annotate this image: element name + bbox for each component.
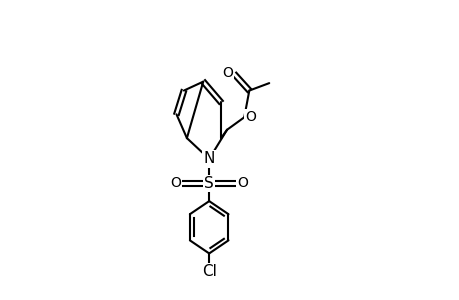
Text: N: N <box>203 152 214 166</box>
Text: O: O <box>237 176 248 190</box>
Text: S: S <box>204 176 213 191</box>
Text: O: O <box>222 66 232 80</box>
Text: O: O <box>170 176 180 190</box>
Text: Cl: Cl <box>202 264 216 279</box>
Text: O: O <box>245 110 256 124</box>
